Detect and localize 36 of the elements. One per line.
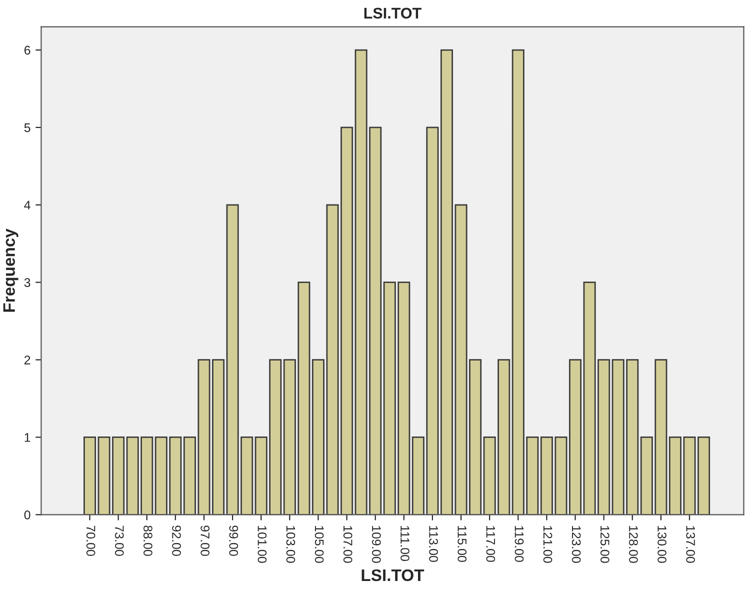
x-tick-label: 73.00 [114,526,124,556]
x-tick-label: 117.00 [486,526,496,562]
x-tick-label: 103.00 [286,526,296,563]
x-tick-label: 113.00 [429,526,438,562]
x-tick-label: 128.00 [629,526,638,563]
x-tick-label: 130.00 [658,526,666,563]
x-tick-label: 92.00 [172,526,181,556]
x-tick-label: 125.00 [600,526,610,563]
y-tick-label: 3 [24,278,30,287]
y-tick-label: 1 [24,433,30,442]
x-tick-label: 119.00 [514,526,524,562]
x-tick-label: 70.00 [86,526,96,556]
bar [440,49,454,515]
x-tick-label: 109.00 [372,526,381,563]
x-tick-label: 121.00 [543,526,552,563]
x-tick-label: 97.00 [200,526,210,556]
y-tick-label: 0 [24,510,30,520]
x-axis-title: LSI.TOT [362,569,424,582]
y-axis-title: Frequency [3,228,18,312]
y-tick-label: 4 [24,200,30,210]
bar [212,359,225,515]
x-tick-label: 111.00 [400,526,410,561]
x-tick-label: 115.00 [458,526,467,562]
chart-title: LSI.TOT [364,8,422,19]
x-tick-label: 123.00 [572,526,581,563]
y-tick-label: 2 [24,356,30,364]
x-tick-label: 99.00 [229,526,238,556]
x-tick-label: 101.00 [258,526,267,563]
y-tick-label: 5 [24,123,30,132]
x-tick-label: 105.00 [314,526,324,563]
y-tick-label: 6 [24,46,30,55]
x-tick-label: 88.00 [144,526,152,556]
bar [568,359,582,515]
x-tick-label: 137.00 [686,526,695,563]
x-tick-label: 107.00 [343,526,352,563]
bar [83,436,96,515]
